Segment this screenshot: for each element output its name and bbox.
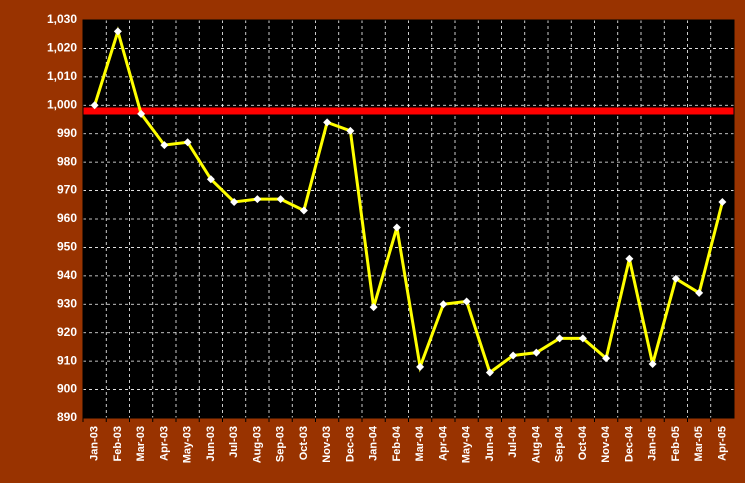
marker (532, 348, 541, 357)
marker (183, 138, 192, 147)
marker (369, 303, 378, 312)
x-tick-label: Feb-04 (391, 425, 403, 461)
y-tick-label: 950 (57, 240, 77, 254)
marker (160, 141, 169, 150)
y-tick-label: 920 (57, 325, 77, 339)
x-tick-label: Apr-05 (716, 426, 728, 461)
x-tick-label: Oct-04 (577, 425, 589, 460)
x-tick-label: Jul-03 (228, 426, 240, 458)
x-tick-label: Jun-03 (205, 426, 217, 461)
x-tick-label: May-04 (461, 425, 473, 463)
marker (555, 334, 564, 343)
y-tick-label: 1,000 (47, 97, 77, 111)
y-tick-label: 1,030 (47, 12, 77, 26)
x-tick-label: Sep-03 (275, 426, 287, 462)
y-tick-label: 890 (57, 410, 77, 424)
marker (439, 300, 448, 309)
plot-border (82, 19, 735, 419)
marker (113, 27, 122, 36)
y-tick-label: 1,020 (47, 41, 77, 55)
marker (648, 359, 657, 368)
marker (485, 368, 494, 377)
marker (323, 118, 332, 127)
y-tick-label: 980 (57, 154, 77, 168)
x-tick-label: Feb-05 (670, 426, 682, 461)
x-tick-label: Apr-03 (158, 426, 170, 461)
x-tick-label: Dec-03 (344, 426, 356, 462)
y-tick-label: 910 (57, 353, 77, 367)
y-tick-label: 990 (57, 126, 77, 140)
y-tick-label: 940 (57, 268, 77, 282)
x-tick-label: Mar-03 (135, 426, 147, 461)
x-tick-label: Jan-03 (89, 426, 101, 461)
y-tick-label: 970 (57, 183, 77, 197)
marker (253, 195, 262, 204)
line (93, 26, 724, 375)
y-tick-label: 960 (57, 211, 77, 225)
x-tick-label: Jan-04 (368, 425, 380, 461)
x-tick-label: Sep-04 (554, 425, 566, 462)
x-tick-label: Jun-04 (484, 425, 496, 461)
x-tick-label: Jan-05 (647, 426, 659, 461)
marker (625, 254, 634, 263)
x-tick-label: Oct-03 (298, 426, 310, 460)
x-tick-label: Jul-04 (507, 425, 519, 458)
x-tick-label: Mar-04 (414, 425, 426, 461)
marker (462, 297, 471, 306)
marker (137, 109, 146, 118)
x-tick-label: Feb-03 (112, 426, 124, 461)
marker (695, 288, 704, 297)
x-tick-label: May-03 (182, 426, 194, 463)
x-tick-label: Nov-03 (321, 426, 333, 463)
marker (578, 334, 587, 343)
x-tick-label: Apr-04 (437, 425, 449, 461)
marker (602, 354, 611, 363)
marker (671, 274, 680, 283)
marker (299, 206, 308, 215)
marker (392, 223, 401, 232)
x-tick-label: Aug-04 (530, 425, 542, 463)
y-tick-label: 900 (57, 382, 77, 396)
marker (276, 195, 285, 204)
marker (346, 126, 355, 135)
marker (416, 362, 425, 371)
x-tick-label: Nov-04 (600, 425, 612, 463)
marker (509, 351, 518, 360)
y-tick-label: 1,010 (47, 69, 77, 83)
marker (718, 197, 727, 206)
marker (230, 197, 239, 206)
y-tick-label: 930 (57, 296, 77, 310)
marker (206, 175, 215, 184)
marker (90, 101, 99, 110)
x-tick-label: Mar-05 (693, 426, 705, 461)
x-tick-label: Aug-03 (251, 426, 263, 463)
x-tick-label: Dec-04 (623, 425, 635, 462)
